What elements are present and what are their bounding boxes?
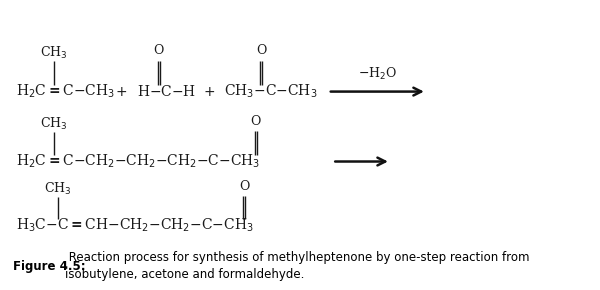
Text: $-$H$_2$O: $-$H$_2$O [358,66,397,82]
Text: O: O [239,180,250,193]
Text: Figure 4.5:: Figure 4.5: [13,260,86,273]
Text: $+$: $+$ [115,85,127,99]
Text: O: O [256,44,266,57]
Text: H$_3$C$-$C$\mathbf{=}$CH$-$CH$_2$$-$CH$_2$$-$C$-$CH$_3$: H$_3$C$-$C$\mathbf{=}$CH$-$CH$_2$$-$CH$_… [16,217,254,234]
Text: CH$_3$: CH$_3$ [44,181,72,197]
Text: $+$: $+$ [203,85,215,99]
Text: H$-$C$-$H: H$-$C$-$H [137,84,196,99]
Text: CH$_3$: CH$_3$ [40,45,67,61]
Text: O: O [251,115,261,128]
Text: CH$_3$: CH$_3$ [40,116,67,132]
Text: H$_2$C$\mathbf{=}$C$-$CH$_2$$-$CH$_2$$-$CH$_2$$-$C$-$CH$_3$: H$_2$C$\mathbf{=}$C$-$CH$_2$$-$CH$_2$$-$… [16,153,260,170]
Text: H$_2$C$\mathbf{=}$C$-$CH$_3$: H$_2$C$\mathbf{=}$C$-$CH$_3$ [16,83,115,100]
Text: CH$_3$$-$C$-$CH$_3$: CH$_3$$-$C$-$CH$_3$ [224,83,317,100]
Text: O: O [154,44,164,57]
Text: Reaction process for synthesis of methylheptenone by one-step reaction from
isob: Reaction process for synthesis of methyl… [65,251,530,281]
